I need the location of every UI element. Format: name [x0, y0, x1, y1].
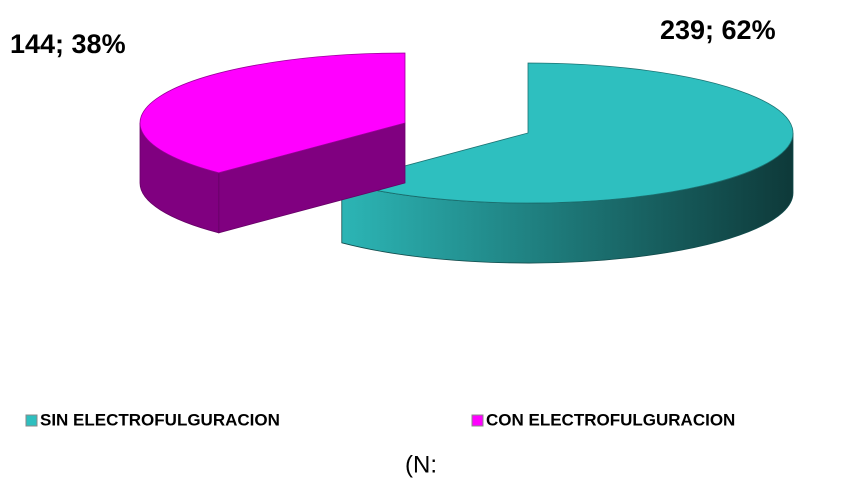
legend-label: CON ELECTROFULGURACION: [486, 410, 735, 429]
pie: [139, 52, 794, 264]
slice: [139, 52, 406, 174]
data-label: 144; 38%: [10, 29, 126, 59]
annotation: (N:: [405, 451, 437, 478]
slice: [340, 62, 794, 204]
legend-label: SIN ELECTROFULGURACION: [40, 410, 280, 429]
legend-swatch: [471, 414, 484, 427]
legend-swatch: [25, 414, 38, 427]
data-label: 239; 62%: [660, 15, 776, 45]
